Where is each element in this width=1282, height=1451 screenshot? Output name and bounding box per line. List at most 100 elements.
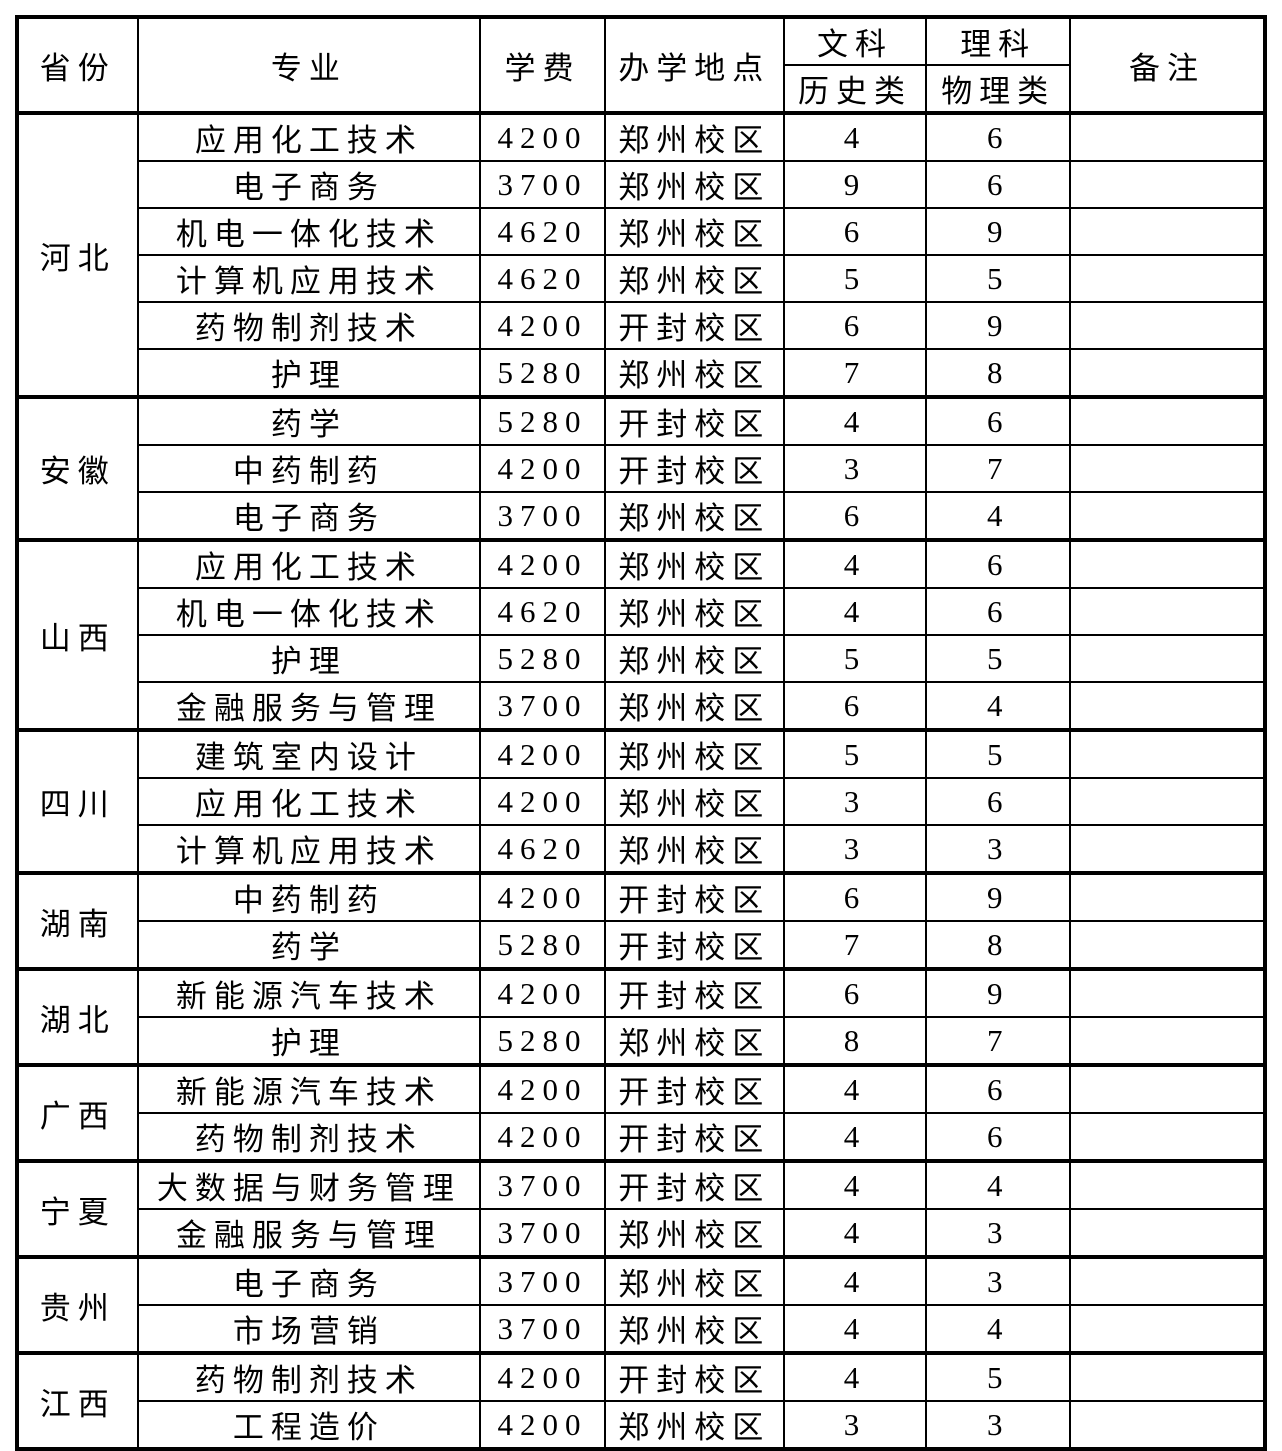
major-cell: 护理: [136, 348, 482, 398]
remark-cell: [1069, 1112, 1266, 1162]
province-cell: 贵州: [16, 1255, 139, 1354]
science-count-cell: 5: [925, 634, 1072, 683]
remark-cell: [1069, 254, 1266, 303]
science-count-cell: 5: [925, 1351, 1072, 1402]
arts-count-cell: 4: [782, 1112, 928, 1162]
arts-count-cell: 4: [782, 1208, 928, 1258]
major-cell: 计算机应用技术: [136, 254, 482, 303]
table-row: 贵州 电子商务 3700 郑州校区 4 3: [16, 1255, 1266, 1354]
science-count-cell: 6: [925, 111, 1072, 162]
arts-count-cell: 5: [782, 728, 928, 779]
table-row: 计算机应用技术 4620 郑州校区 3 3: [17, 824, 1266, 874]
table-row: 湖北 新能源汽车技术 4200 开封校区 6 9: [16, 967, 1266, 1066]
table-row: 四川 建筑室内设计 4200 郑州校区 5 5: [16, 728, 1266, 874]
science-count-cell: 3: [925, 1208, 1072, 1258]
campus-cell: 郑州校区: [603, 538, 785, 589]
major-cell: 建筑室内设计: [136, 728, 482, 779]
arts-count-cell: 4: [782, 395, 928, 446]
tuition-cell: 4620: [479, 207, 606, 256]
science-count-cell: 8: [925, 348, 1072, 398]
major-cell: 新能源汽车技术: [136, 967, 482, 1018]
major-cell: 金融服务与管理: [136, 681, 482, 731]
table-row: 湖南 中药制药 4200 开封校区 6 9: [16, 871, 1266, 970]
campus-cell: 郑州校区: [603, 681, 785, 731]
tuition-cell: 5280: [479, 920, 606, 970]
remark-cell: [1069, 1304, 1266, 1354]
table-row: 护理 5280 郑州校区 5 5: [17, 634, 1266, 683]
arts-count-cell: 6: [782, 871, 928, 922]
tuition-cell: 4200: [479, 728, 606, 779]
science-count-cell: 4: [925, 1304, 1072, 1354]
major-cell: 药物制剂技术: [136, 301, 482, 350]
arts-count-cell: 5: [782, 634, 928, 683]
major-cell: 电子商务: [136, 491, 482, 541]
campus-cell: 开封校区: [603, 1351, 785, 1402]
province-cell: 河北: [16, 111, 139, 398]
tuition-cell: 3700: [479, 160, 606, 209]
tuition-cell: 5280: [479, 348, 606, 398]
major-cell: 药物制剂技术: [136, 1112, 482, 1162]
remark-cell: [1069, 681, 1266, 731]
province-cell: 江西: [16, 1351, 139, 1450]
remark-cell: [1069, 967, 1266, 1018]
campus-cell: 郑州校区: [603, 207, 785, 256]
header-campus: 办学地点: [603, 16, 785, 114]
campus-cell: 开封校区: [603, 1063, 785, 1114]
science-count-cell: 3: [925, 1400, 1072, 1450]
science-count-cell: 7: [925, 444, 1072, 493]
table-row: 护理 5280 郑州校区 7 8: [17, 348, 1266, 398]
remark-cell: [1069, 1351, 1266, 1402]
science-count-cell: 9: [925, 871, 1072, 922]
major-cell: 机电一体化技术: [136, 587, 482, 636]
remark-cell: [1069, 444, 1266, 493]
science-count-cell: 6: [925, 587, 1072, 636]
remark-cell: [1069, 395, 1266, 446]
tuition-cell: 4620: [479, 254, 606, 303]
table-row: 应用化工技术 4200 郑州校区 3 6: [17, 777, 1266, 826]
major-cell: 中药制药: [136, 444, 482, 493]
header-tuition: 学费: [479, 16, 606, 114]
campus-cell: 郑州校区: [603, 111, 785, 162]
tuition-cell: 4200: [479, 1400, 606, 1450]
remark-cell: [1069, 1063, 1266, 1114]
page: 省份 专业 学费 办学地点 文科 理科 备注 历史类 物理类 河北 应用化工技术 4…: [15, 15, 1267, 1451]
major-cell: 中药制药: [136, 871, 482, 922]
table-row: 电子商务 3700 郑州校区 9 6: [17, 160, 1266, 209]
campus-cell: 开封校区: [603, 1112, 785, 1162]
science-count-cell: 4: [925, 681, 1072, 731]
arts-count-cell: 6: [782, 207, 928, 256]
tuition-cell: 4620: [479, 587, 606, 636]
table-row: 安徽 药学 5280 开封校区 4 6: [16, 395, 1266, 541]
tuition-cell: 5280: [479, 395, 606, 446]
campus-cell: 郑州校区: [603, 587, 785, 636]
table-row: 江西 药物制剂技术 4200 开封校区 4 5: [16, 1351, 1266, 1450]
campus-cell: 郑州校区: [603, 634, 785, 683]
header-major: 专业: [136, 16, 482, 114]
table-row: 市场营销 3700 郑州校区 4 4: [17, 1304, 1266, 1354]
tuition-cell: 5280: [479, 634, 606, 683]
major-cell: 应用化工技术: [136, 777, 482, 826]
province-cell: 广西: [16, 1063, 139, 1162]
remark-cell: [1069, 207, 1266, 256]
arts-count-cell: 3: [782, 824, 928, 874]
table-row: 机电一体化技术 4620 郑州校区 6 9: [17, 207, 1266, 256]
province-cell: 湖南: [16, 871, 139, 970]
campus-cell: 郑州校区: [603, 491, 785, 541]
science-count-cell: 6: [925, 777, 1072, 826]
tuition-cell: 4620: [479, 824, 606, 874]
major-cell: 护理: [136, 634, 482, 683]
science-count-cell: 9: [925, 207, 1072, 256]
tuition-cell: 4200: [479, 967, 606, 1018]
header-row-2: 历史类 物理类: [17, 64, 1265, 114]
remark-cell: [1069, 538, 1266, 589]
header-row-1: 省份 专业 学费 办学地点 文科 理科 备注: [16, 16, 1266, 114]
science-count-cell: 4: [925, 1159, 1072, 1210]
science-count-cell: 6: [925, 395, 1072, 446]
remark-cell: [1069, 587, 1266, 636]
table-row: 金融服务与管理 3700 郑州校区 6 4: [17, 681, 1266, 731]
table-row: 工程造价 4200 郑州校区 3 3: [17, 1400, 1266, 1450]
campus-cell: 郑州校区: [603, 1016, 785, 1066]
campus-cell: 郑州校区: [603, 777, 785, 826]
science-count-cell: 6: [925, 538, 1072, 589]
tuition-cell: 3700: [479, 1159, 606, 1210]
